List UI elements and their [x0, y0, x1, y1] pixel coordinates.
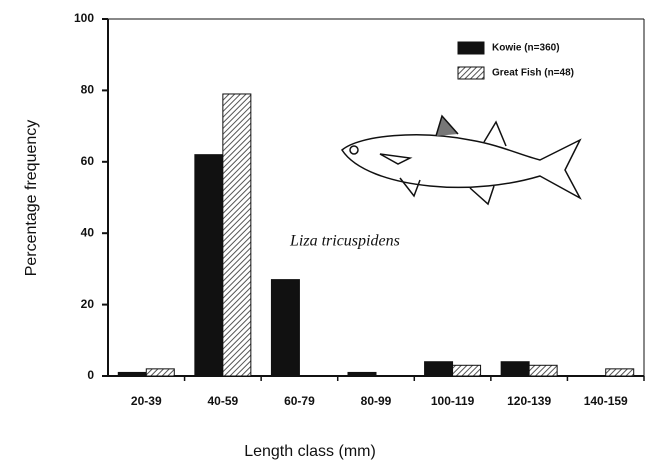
- bar: [424, 361, 454, 377]
- bar: [577, 375, 607, 377]
- y-tick-label: 40: [81, 225, 95, 239]
- bar: [528, 364, 558, 377]
- bar: [298, 375, 328, 377]
- bar: [347, 371, 377, 377]
- legend-text: Kowie (n=360): [492, 43, 560, 54]
- bar: [222, 93, 252, 377]
- legend-swatch: [457, 66, 485, 80]
- y-tick-label: 60: [81, 154, 95, 168]
- annotation: Liza tricuspidens: [289, 233, 400, 250]
- y-tick-label: 0: [87, 368, 94, 382]
- x-tick-label: 60-79: [284, 394, 315, 408]
- legend-text: Great Fish (n=48): [492, 68, 574, 79]
- x-tick-label: 40-59: [208, 394, 239, 408]
- x-tick-label: 80-99: [361, 394, 392, 408]
- y-tick-label: 100: [74, 11, 94, 25]
- x-axis-label: Length class (mm): [244, 443, 376, 460]
- x-tick-label: 140-159: [584, 394, 628, 408]
- bar: [500, 361, 530, 377]
- y-axis-label: Percentage frequency: [23, 120, 40, 277]
- bar: [117, 371, 147, 377]
- legend-swatch: [457, 41, 485, 55]
- y-tick-label: 80: [81, 83, 95, 97]
- bar: [452, 364, 482, 377]
- bar: [270, 279, 300, 377]
- x-tick-label: 100-119: [431, 394, 475, 408]
- bar: [194, 154, 224, 377]
- bar: [605, 368, 635, 377]
- y-tick-label: 20: [81, 297, 95, 311]
- bar: [375, 375, 405, 377]
- x-tick-label: 20-39: [131, 394, 162, 408]
- bar: [145, 368, 175, 377]
- x-tick-label: 120-139: [507, 394, 551, 408]
- fish-illustration: [341, 114, 582, 206]
